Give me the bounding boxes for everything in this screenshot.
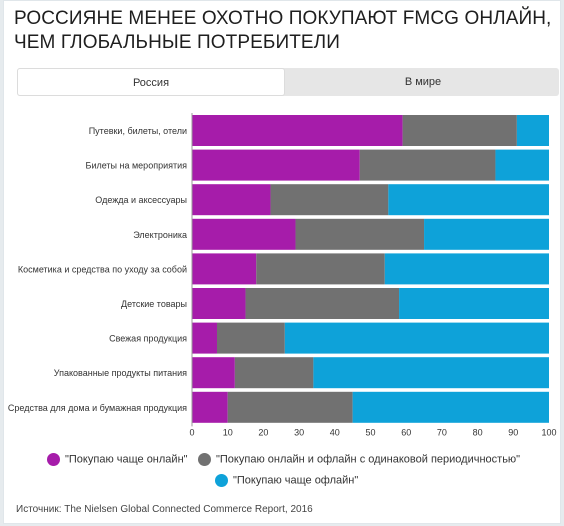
category-label: Свежая продукция	[109, 334, 187, 344]
category-label: Билеты на мероприятия	[86, 161, 188, 171]
bar-segment-both	[245, 288, 400, 319]
tab-world[interactable]: В мире	[404, 76, 442, 88]
x-tick-label: 80	[473, 427, 483, 437]
bar-segment-offline	[313, 357, 549, 389]
bar-segment-offline	[399, 288, 549, 319]
legend-swatch-offline	[215, 474, 228, 487]
bar-segment-both	[295, 218, 425, 250]
category-label: Путевки, билеты, отели	[89, 126, 187, 136]
bar-segment-both	[216, 322, 285, 354]
bar-segment-both	[270, 184, 389, 216]
bar-segment-online	[192, 391, 228, 423]
bar-segment-online	[192, 253, 257, 285]
tab-russia[interactable]: Россия	[17, 68, 285, 96]
legend-label-online: "Покупаю чаще онлайн"	[65, 453, 188, 466]
bar-segment-both	[359, 149, 496, 181]
category-label: Упакованные продукты питания	[54, 368, 187, 378]
legend-item-both[interactable]: "Покупаю онлайн и офлайн с одинаковой пе…	[198, 453, 520, 466]
stacked-bar-chart: Путевки, билеты, отели Билеты на мероприя…	[8, 113, 557, 437]
bar-segment-offline	[384, 253, 549, 285]
category-label: Электроника	[133, 230, 187, 240]
bar-segment-both	[402, 115, 517, 146]
x-tick-label: 20	[258, 427, 268, 437]
legend-item-offline[interactable]: "Покупаю чаще офлайн"	[215, 474, 358, 487]
x-tick-label: 90	[508, 427, 518, 437]
chart-title: РОССИЯНЕ МЕНЕЕ ОХОТНО ПОКУПАЮТ FMCG ОНЛА…	[14, 8, 552, 53]
bar-segment-offline	[284, 322, 549, 354]
x-tick-label: 10	[223, 427, 233, 437]
legend-swatch-online	[47, 453, 60, 466]
bar-segment-both	[256, 253, 385, 285]
bar-segment-online	[192, 115, 403, 146]
bar-segment-online	[192, 357, 235, 389]
legend-label-offline: "Покупаю чаще офлайн"	[233, 474, 359, 487]
bar-segment-both	[227, 391, 353, 423]
category-label: Одежда и аксессуары	[95, 195, 187, 205]
x-tick-label: 60	[401, 427, 411, 437]
category-label: Средства для дома и бумажная продукция	[8, 403, 187, 413]
bar-segment-offline	[352, 391, 549, 423]
legend-swatch-both	[198, 453, 211, 466]
legend-label-both: "Покупаю онлайн и офлайн с одинаковой пе…	[216, 453, 521, 466]
bar-segment-online	[192, 322, 217, 354]
bar-segment-online	[192, 184, 271, 216]
bar-segment-offline	[516, 115, 549, 146]
x-tick-label: 40	[330, 427, 340, 437]
bar-segment-online	[192, 149, 360, 181]
x-tick-label: 50	[365, 427, 375, 437]
legend-item-online[interactable]: "Покупаю чаще онлайн"	[47, 453, 188, 466]
source-note: Источник: The Nielsen Global Connected C…	[16, 504, 313, 515]
region-tabs: Россия В мире	[17, 68, 559, 96]
x-tick-label: 0	[189, 427, 194, 437]
bar-segment-offline	[388, 184, 549, 216]
category-label: Косметика и средства по уходу за собой	[18, 264, 187, 274]
bar-segment-online	[192, 288, 246, 319]
bar-segment-both	[234, 357, 314, 389]
bar-segment-offline	[424, 218, 549, 250]
x-tick-label: 100	[541, 427, 556, 437]
x-tick-label: 30	[294, 427, 304, 437]
bar-segment-online	[192, 218, 296, 250]
category-label: Детские товары	[121, 299, 187, 309]
chart-card: РОССИЯНЕ МЕНЕЕ ОХОТНО ПОКУПАЮТ FMCG ОНЛА…	[3, 0, 561, 524]
x-tick-label: 70	[437, 427, 447, 437]
bar-segment-offline	[495, 149, 549, 181]
